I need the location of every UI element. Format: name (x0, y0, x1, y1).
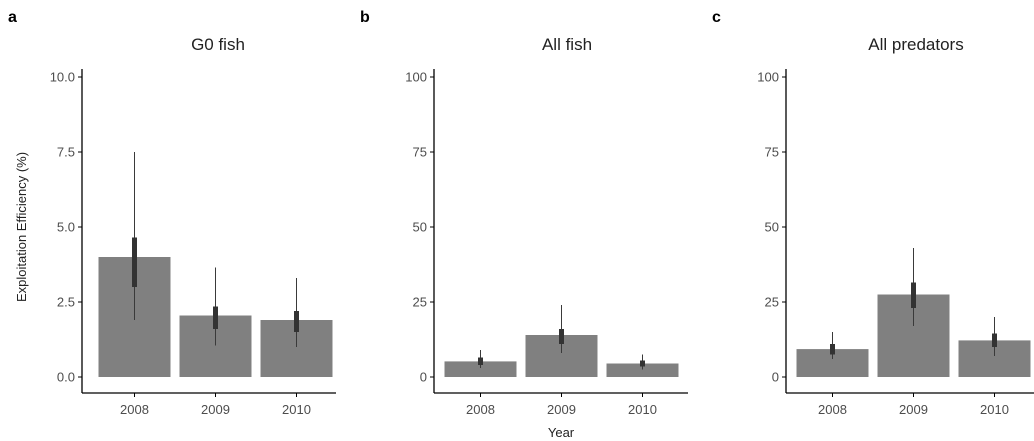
y-tick-label: 0.0 (57, 370, 75, 385)
panel-a: a G0 fish 0.0 2.5 5.0 7.5 10.0 2008 2009 2010 (8, 9, 336, 417)
y-tick-label: 25 (413, 295, 427, 310)
x-tick-label: 2008 (120, 402, 149, 417)
x-tick-label: 2008 (818, 402, 847, 417)
y-axis-title: Exploitation Efficiency (%) (14, 152, 29, 302)
panel-letter: a (8, 9, 17, 26)
bar-2010 (606, 363, 679, 377)
panel-c: c All predators 0 25 50 75 100 2008 2009 2010 (712, 9, 1034, 417)
x-tick-label: 2009 (547, 402, 576, 417)
y-tick-label: 75 (765, 145, 779, 160)
y-tick-label: 50 (413, 220, 427, 235)
y-tick-label: 0 (772, 370, 779, 385)
x-tick-label: 2010 (282, 402, 311, 417)
x-tick-label: 2009 (899, 402, 928, 417)
y-tick-label: 5.0 (57, 220, 75, 235)
panel-letter: c (712, 9, 721, 26)
y-tick-label: 100 (405, 70, 427, 85)
panel-title: All predators (868, 35, 963, 54)
x-tick-label: 2008 (466, 402, 495, 417)
panel-b: b All fish 0 25 50 75 100 2008 2009 2010 (360, 9, 688, 417)
x-axis-title: Year (548, 425, 575, 440)
y-tick-label: 0 (420, 370, 427, 385)
y-tick-label: 50 (765, 220, 779, 235)
bar-2008 (444, 361, 517, 377)
x-tick-label: 2009 (201, 402, 230, 417)
y-tick-label: 100 (757, 70, 779, 85)
y-tick-label: 75 (413, 145, 427, 160)
y-tick-label: 25 (765, 295, 779, 310)
y-tick-label: 2.5 (57, 295, 75, 310)
panel-letter: b (360, 9, 370, 26)
y-tick-label: 10.0 (50, 70, 75, 85)
panel-title: G0 fish (191, 35, 245, 54)
x-tick-label: 2010 (628, 402, 657, 417)
panels: a G0 fish 0.0 2.5 5.0 7.5 10.0 2008 2009 2010 b All… (8, 9, 1034, 417)
panel-title: All fish (542, 35, 592, 54)
y-tick-label: 7.5 (57, 145, 75, 160)
x-tick-label: 2010 (980, 402, 1009, 417)
